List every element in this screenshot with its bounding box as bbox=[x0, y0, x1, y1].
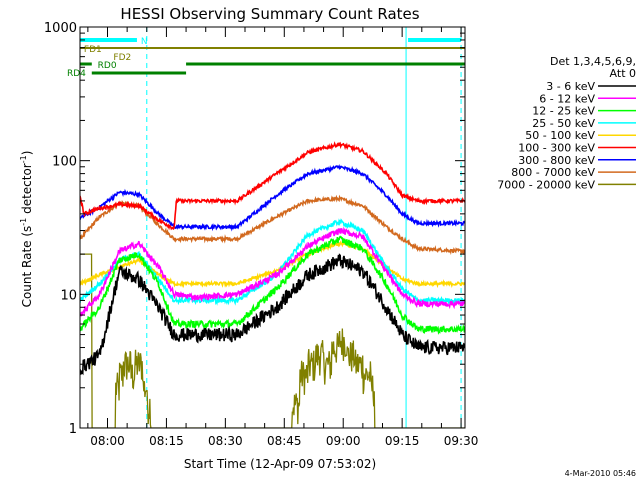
plot-frame bbox=[79, 26, 466, 429]
y-tick-label: 10 bbox=[60, 288, 77, 303]
legend-entry-label: 25 - 50 keV bbox=[532, 117, 595, 130]
fd2-flag-label: FD2 bbox=[113, 53, 131, 63]
y-tick-label: 1 bbox=[69, 422, 77, 437]
series-line-1 bbox=[80, 226, 465, 317]
y-axis-label: Count Rate (s-1 detector-1) bbox=[19, 151, 34, 308]
x-tick-label: 08:45 bbox=[267, 434, 302, 448]
fd1-flag-label: FD1 bbox=[84, 45, 102, 55]
x-axis-label: Start Time (12-Apr-09 07:53:02) bbox=[184, 457, 376, 471]
chart-title: HESSI Observing Summary Count Rates bbox=[120, 5, 419, 23]
legend-entry-label: 12 - 25 keV bbox=[532, 105, 595, 118]
x-tick-label: 09:15 bbox=[385, 434, 420, 448]
x-tick-label: 09:30 bbox=[444, 434, 479, 448]
legend-entry-label: 800 - 7000 keV bbox=[511, 166, 595, 179]
series-line-0 bbox=[80, 253, 465, 376]
x-tick-label: 08:15 bbox=[149, 434, 184, 448]
x-tick-label: 08:30 bbox=[208, 434, 243, 448]
series-line-2 bbox=[80, 235, 465, 335]
night-flag-label: N bbox=[141, 37, 148, 47]
legend-entry-label: 7000 - 20000 keV bbox=[497, 178, 595, 191]
x-tick-label: 08:00 bbox=[90, 434, 125, 448]
axis-ticks: 1 10 100 1000 08:00 08:15 08:30 08:45 09:00 09:15… bbox=[44, 21, 478, 448]
series-line-5 bbox=[80, 141, 465, 231]
y-tick-label: 100 bbox=[52, 155, 77, 170]
x-tick-label: 09:00 bbox=[326, 434, 361, 448]
legend-entry-label: 3 - 6 keV bbox=[546, 80, 595, 93]
legend-header-line: Det 1,3,4,5,6,9, bbox=[550, 55, 636, 68]
series-line-6 bbox=[80, 164, 465, 232]
legend-entry-label: 300 - 800 keV bbox=[518, 154, 595, 167]
legend-entry-label: 50 - 100 keV bbox=[525, 129, 595, 142]
rd0-flag-label: RD0 bbox=[98, 61, 117, 71]
footer-date: 4-Mar-2010 05:46 bbox=[565, 469, 636, 478]
series-line-8 bbox=[80, 253, 465, 428]
rd4-flag-label: RD4 bbox=[67, 69, 86, 79]
legend-entry-label: 100 - 300 keV bbox=[518, 142, 595, 155]
legend-entry-label: 6 - 12 keV bbox=[539, 92, 595, 105]
plot-area bbox=[80, 27, 465, 428]
legend-header-line: Att 0 bbox=[610, 67, 636, 80]
y-tick-label: 1000 bbox=[44, 21, 77, 36]
